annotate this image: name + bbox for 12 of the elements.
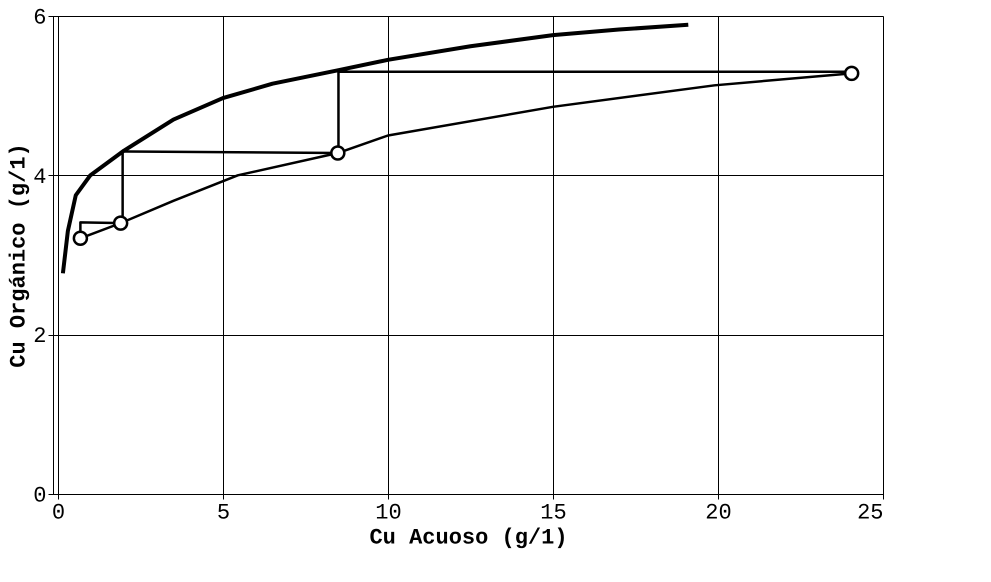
y-tick-label: 6 (33, 6, 46, 30)
y-axis-title: Cu Orgánico (g/1) (6, 143, 32, 368)
x-tick-label: 25 (857, 500, 884, 526)
x-tick-label: 10 (375, 500, 402, 526)
x-tick-label: 5 (216, 500, 230, 526)
y-tick-label: 0 (33, 484, 46, 508)
x-tick-label: 20 (705, 500, 732, 526)
x-tick-label: 0 (52, 500, 66, 526)
x-axis-title: Cu Acuoso (g/1) (369, 526, 568, 550)
y-tick-label: 4 (33, 164, 46, 190)
x-tick-label: 15 (540, 500, 567, 526)
y-tick-label: 2 (33, 324, 46, 350)
